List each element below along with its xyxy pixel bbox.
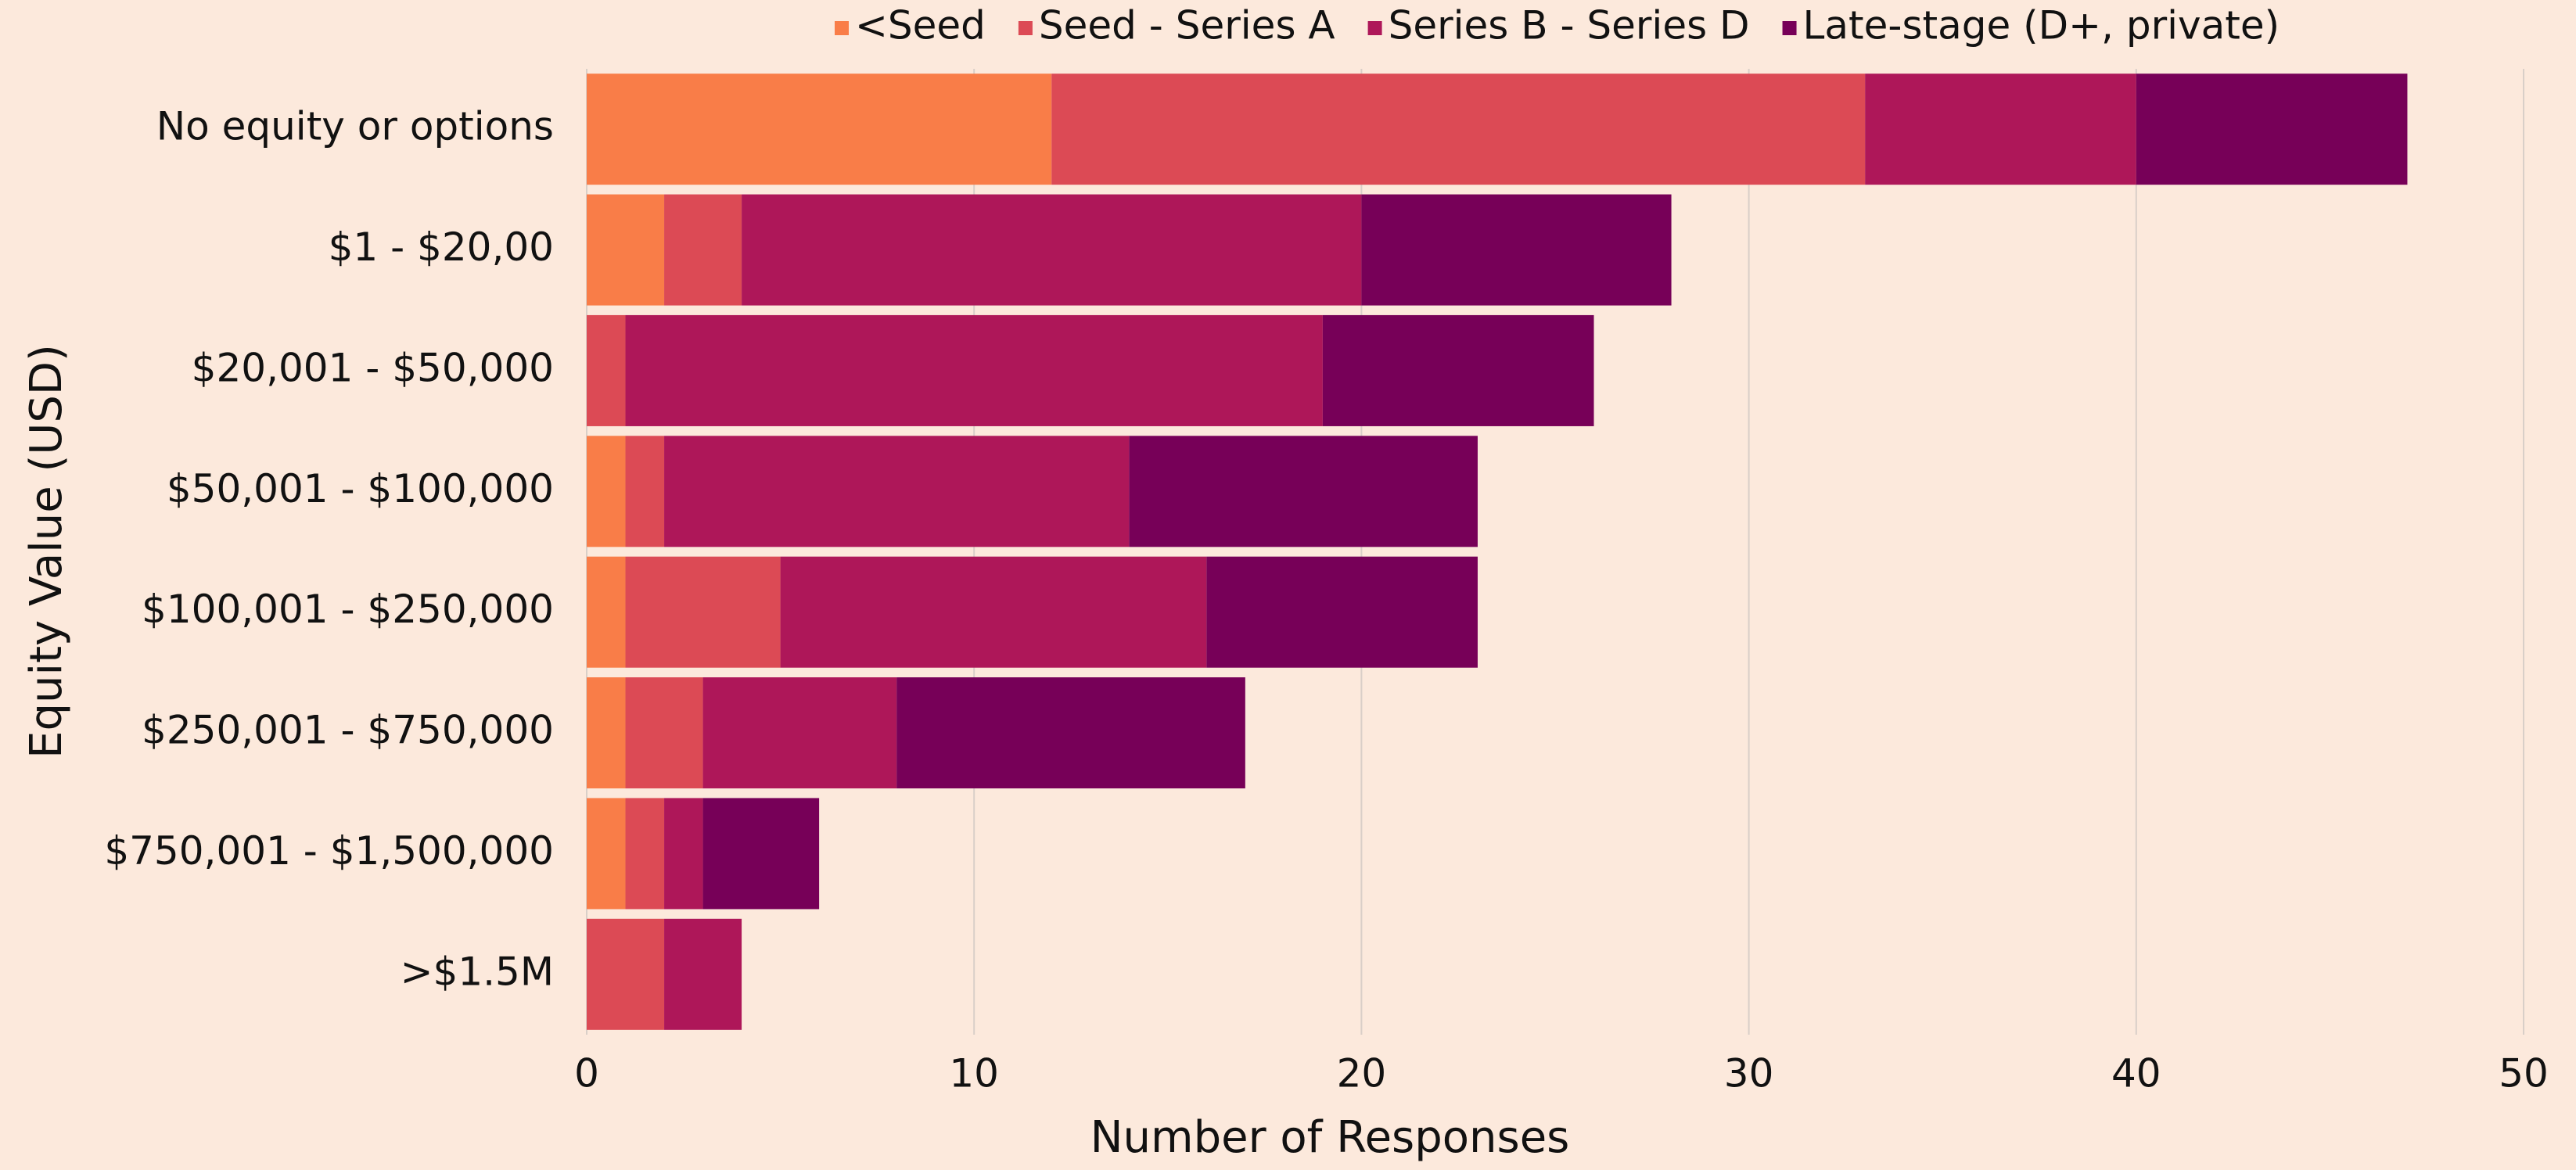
bar-segment bbox=[587, 677, 626, 789]
bar-segment bbox=[625, 556, 781, 668]
bar-segment bbox=[2136, 74, 2408, 185]
bar-segment bbox=[1051, 74, 1866, 185]
y-axis-title: Equity Value (USD) bbox=[21, 344, 72, 759]
bar-segment bbox=[1322, 314, 1594, 426]
bar-segment bbox=[1865, 74, 2136, 185]
legend-swatch bbox=[835, 21, 849, 35]
bar-segment bbox=[702, 677, 897, 789]
legend-swatch bbox=[1367, 21, 1382, 35]
y-tick-label: $750,001 - $1,500,000 bbox=[104, 828, 554, 874]
x-tick-label: 30 bbox=[1724, 1051, 1774, 1096]
bars bbox=[587, 74, 2408, 1030]
bar-segment bbox=[587, 74, 1052, 185]
x-tick-label: 20 bbox=[1337, 1051, 1387, 1096]
bar-segment bbox=[1129, 436, 1478, 547]
y-tick-label: $20,001 - $50,000 bbox=[192, 345, 554, 390]
legend-label: <Seed bbox=[855, 3, 986, 48]
x-tick-label: 10 bbox=[949, 1051, 999, 1096]
y-tick-label: >$1.5M bbox=[401, 949, 554, 994]
bar-segment bbox=[1206, 556, 1478, 668]
bar-segment bbox=[587, 436, 626, 547]
y-tick-label: $50,001 - $100,000 bbox=[167, 466, 554, 511]
bar-segment bbox=[587, 194, 665, 306]
y-tick-label: $100,001 - $250,000 bbox=[142, 587, 554, 632]
bar-segment bbox=[742, 194, 1362, 306]
legend-label: Seed - Series A bbox=[1039, 3, 1335, 48]
x-axis-title: Number of Responses bbox=[1090, 1112, 1570, 1163]
y-tick-label: No equity or options bbox=[156, 104, 554, 149]
bar-segment bbox=[587, 556, 626, 668]
bar-segment bbox=[1361, 194, 1672, 306]
bar-segment bbox=[625, 677, 703, 789]
y-tick-label: $1 - $20,00 bbox=[329, 224, 554, 270]
x-tick-label: 50 bbox=[2499, 1051, 2549, 1096]
bar-segment bbox=[587, 918, 665, 1030]
x-tick-label: 40 bbox=[2111, 1051, 2161, 1096]
bar-segment bbox=[896, 677, 1245, 789]
legend-swatch bbox=[1018, 21, 1033, 35]
bar-segment bbox=[587, 798, 626, 910]
legend-swatch bbox=[1782, 21, 1797, 35]
x-tick-label: 0 bbox=[574, 1051, 599, 1096]
legend-label: Late-stage (D+, private) bbox=[1803, 3, 2280, 48]
bar-segment bbox=[625, 436, 665, 547]
y-tick-label: $250,001 - $750,000 bbox=[142, 708, 554, 753]
bar-segment bbox=[664, 436, 1130, 547]
bar-segment bbox=[625, 798, 665, 910]
bar-segment bbox=[625, 314, 1323, 426]
bar-segment bbox=[664, 918, 742, 1030]
legend: <Seed Seed - Series A Series B - Series D L… bbox=[835, 3, 2280, 48]
bar-segment bbox=[664, 798, 703, 910]
bar-segment bbox=[587, 314, 626, 426]
bar-segment bbox=[780, 556, 1207, 668]
legend-label: Series B - Series D bbox=[1389, 3, 1750, 48]
bar-segment bbox=[664, 194, 742, 306]
bar-segment bbox=[702, 798, 820, 910]
